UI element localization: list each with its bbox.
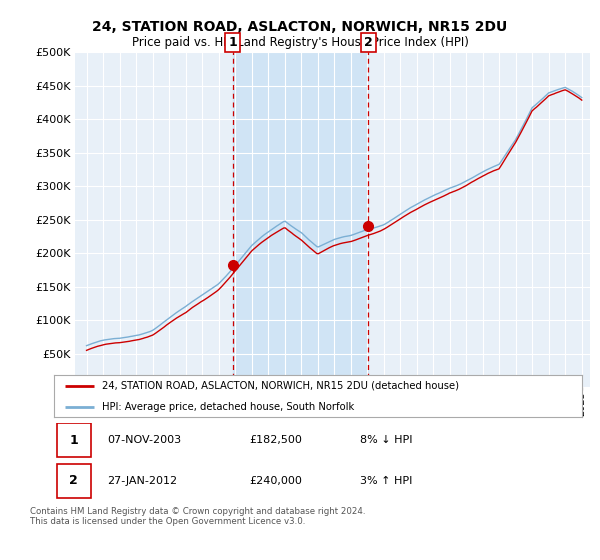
Text: 07-NOV-2003: 07-NOV-2003 — [107, 435, 181, 445]
Text: 24, STATION ROAD, ASLACTON, NORWICH, NR15 2DU: 24, STATION ROAD, ASLACTON, NORWICH, NR1… — [92, 20, 508, 34]
Text: 2: 2 — [69, 474, 78, 487]
FancyBboxPatch shape — [56, 464, 91, 498]
Text: £240,000: £240,000 — [250, 476, 302, 486]
Text: HPI: Average price, detached house, South Norfolk: HPI: Average price, detached house, Sout… — [101, 402, 354, 412]
Text: 1: 1 — [228, 36, 237, 49]
Bar — [233, 52, 368, 387]
Text: Contains HM Land Registry data © Crown copyright and database right 2024.
This d: Contains HM Land Registry data © Crown c… — [30, 507, 365, 526]
Text: 3% ↑ HPI: 3% ↑ HPI — [360, 476, 413, 486]
Text: 2: 2 — [364, 36, 373, 49]
Text: £182,500: £182,500 — [250, 435, 302, 445]
Text: 27-JAN-2012: 27-JAN-2012 — [107, 476, 177, 486]
Text: 8% ↓ HPI: 8% ↓ HPI — [360, 435, 413, 445]
Text: 1: 1 — [69, 433, 78, 446]
FancyBboxPatch shape — [56, 423, 91, 458]
Text: 24, STATION ROAD, ASLACTON, NORWICH, NR15 2DU (detached house): 24, STATION ROAD, ASLACTON, NORWICH, NR1… — [101, 381, 458, 391]
Text: Price paid vs. HM Land Registry's House Price Index (HPI): Price paid vs. HM Land Registry's House … — [131, 36, 469, 49]
